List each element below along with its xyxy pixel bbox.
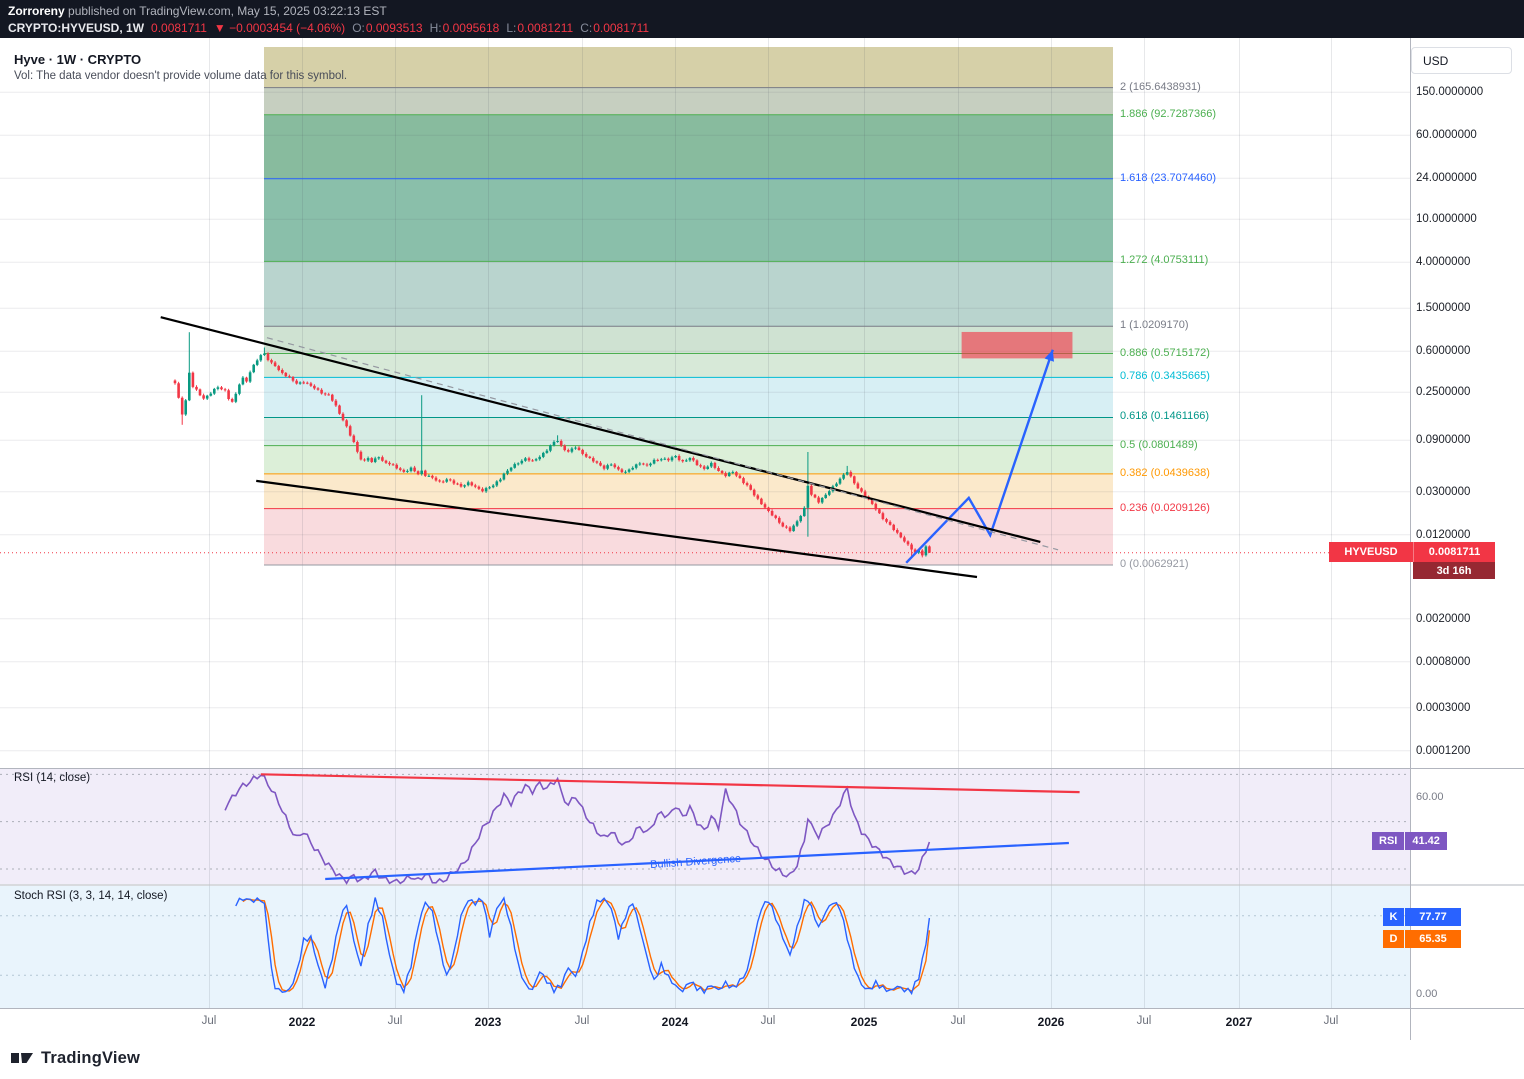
brand-name: TradingView xyxy=(41,1048,141,1067)
stoch-d-label: D xyxy=(1383,930,1404,948)
low-pair: L: 0.0081211 xyxy=(506,21,573,35)
time-tick: Jul xyxy=(1136,1015,1152,1027)
price-tick: 4.0000000 xyxy=(1416,256,1471,269)
price-tick: 0.0900000 xyxy=(1416,434,1471,447)
price-tick: 24.0000000 xyxy=(1416,172,1477,185)
price-tick: 0.6000000 xyxy=(1416,345,1471,358)
time-tick: 2022 xyxy=(288,1015,316,1029)
price-tick: 0.0300000 xyxy=(1416,485,1471,498)
price-change: ▼ −0.0003454 (−4.06%) xyxy=(213,21,346,35)
stoch-axis-tick: 0.00 xyxy=(1416,988,1438,1000)
rsi-badge-label: RSI xyxy=(1372,832,1405,850)
currency-toggle-button[interactable]: USD xyxy=(1411,47,1512,74)
open-value: 0.0093513 xyxy=(365,21,423,35)
volume-note: Vol: The data vendor doesn't provide vol… xyxy=(14,70,348,82)
price-tick: 0.0008000 xyxy=(1416,655,1471,668)
fib-level-label: 1.272 (4.0753111) xyxy=(1120,254,1209,267)
rsi-badge-value: 41.42 xyxy=(1405,832,1447,850)
time-tick: 2025 xyxy=(850,1015,878,1029)
price-tick: 1.5000000 xyxy=(1416,302,1471,315)
price-tick: 150.0000000 xyxy=(1416,86,1484,99)
time-tick: 2026 xyxy=(1037,1015,1065,1029)
fib-level-label: 1.618 (23.7074460) xyxy=(1120,171,1217,184)
close-label: C: xyxy=(580,21,593,35)
last-price: 0.0081711 xyxy=(151,21,207,35)
badge-price: 0.0081711 xyxy=(1413,542,1495,562)
fib-level-label: 2 (165.6438931) xyxy=(1120,80,1201,93)
time-tick: Jul xyxy=(574,1015,590,1027)
high-value: 0.0095618 xyxy=(442,21,500,35)
price-tick: 10.0000000 xyxy=(1416,213,1477,226)
high-pair: H: 0.0095618 xyxy=(430,21,500,35)
price-tick: 0.0020000 xyxy=(1416,612,1471,625)
fib-level-label: 1.886 (92.7287366) xyxy=(1120,107,1217,120)
stoch-k-badge: K 77.77 xyxy=(1383,908,1461,926)
fib-level-label: 0.382 (0.0439638) xyxy=(1120,466,1210,479)
time-tick: Jul xyxy=(387,1015,403,1027)
time-tick: Jul xyxy=(760,1015,776,1027)
stoch-d-badge: D 65.35 xyxy=(1383,930,1461,948)
time-tick: 2023 xyxy=(474,1015,502,1029)
close-pair: C: 0.0081711 xyxy=(580,21,649,35)
price-tick: 0.0001200 xyxy=(1416,744,1471,757)
price-tick: 0.2500000 xyxy=(1416,386,1471,399)
rsi-axis-tick: 60.00 xyxy=(1416,791,1444,803)
legend-rsi[interactable]: RSI (14, close) xyxy=(14,772,91,784)
low-label: L: xyxy=(506,21,517,35)
open-pair: O: 0.0093513 xyxy=(352,21,422,35)
time-tick: 2027 xyxy=(1225,1015,1253,1029)
legend-symbol-title[interactable]: Hyve · 1W · CRYPTO xyxy=(14,52,142,67)
bar-countdown: 3d 16h xyxy=(1413,562,1495,579)
time-tick: Jul xyxy=(201,1015,217,1027)
publish-header: Zorroreny published on TradingView.com, … xyxy=(0,0,1524,38)
legend-stoch[interactable]: Stoch RSI (3, 3, 14, 14, close) xyxy=(14,890,168,902)
close-value: 0.0081711 xyxy=(593,21,650,35)
fib-level-label: 1 (1.0209170) xyxy=(1120,319,1189,332)
fib-level-label: 0.618 (0.1461166) xyxy=(1120,410,1210,423)
fib-level-label: 0.786 (0.3435665) xyxy=(1120,370,1210,383)
fib-level-label: 0.5 (0.0801489) xyxy=(1120,438,1198,451)
price-tick: 0.0120000 xyxy=(1416,528,1471,541)
time-tick: Jul xyxy=(1323,1015,1339,1027)
price-tick: 60.0000000 xyxy=(1416,129,1477,142)
stoch-k-value: 77.77 xyxy=(1405,908,1461,926)
stoch-d-value: 65.35 xyxy=(1405,930,1461,948)
publish-info: Zorroreny published on TradingView.com, … xyxy=(8,4,387,18)
price-tick: 0.0003000 xyxy=(1416,701,1471,714)
fib-level-label: 0 (0.0062921) xyxy=(1120,558,1189,570)
tradingview-glyph xyxy=(11,1053,33,1063)
stoch-k-label: K xyxy=(1383,908,1404,926)
rsi-value-badge: RSI 41.42 xyxy=(1372,832,1447,850)
tradingview-logo[interactable]: TradingView xyxy=(10,1048,140,1068)
open-label: O: xyxy=(352,21,365,35)
time-tick: Jul xyxy=(950,1015,966,1027)
low-value: 0.0081211 xyxy=(517,21,574,35)
badge-symbol: HYVEUSD xyxy=(1329,542,1413,562)
high-label: H: xyxy=(429,21,442,35)
author-name: Zorroreny xyxy=(8,4,65,18)
ohlc-bar: CRYPTO:HYVEUSD, 1W 0.0081711 ▼ −0.000345… xyxy=(8,21,649,35)
symbol-interval: CRYPTO:HYVEUSD, 1W xyxy=(8,21,145,35)
publish-meta: published on TradingView.com, May 15, 20… xyxy=(64,4,387,18)
last-price-badge: HYVEUSD 0.0081711 xyxy=(1329,542,1495,562)
fib-level-label: 0.886 (0.5715172) xyxy=(1120,346,1210,359)
time-tick: 2024 xyxy=(661,1015,689,1029)
fib-level-label: 0.236 (0.0209126) xyxy=(1120,501,1210,514)
